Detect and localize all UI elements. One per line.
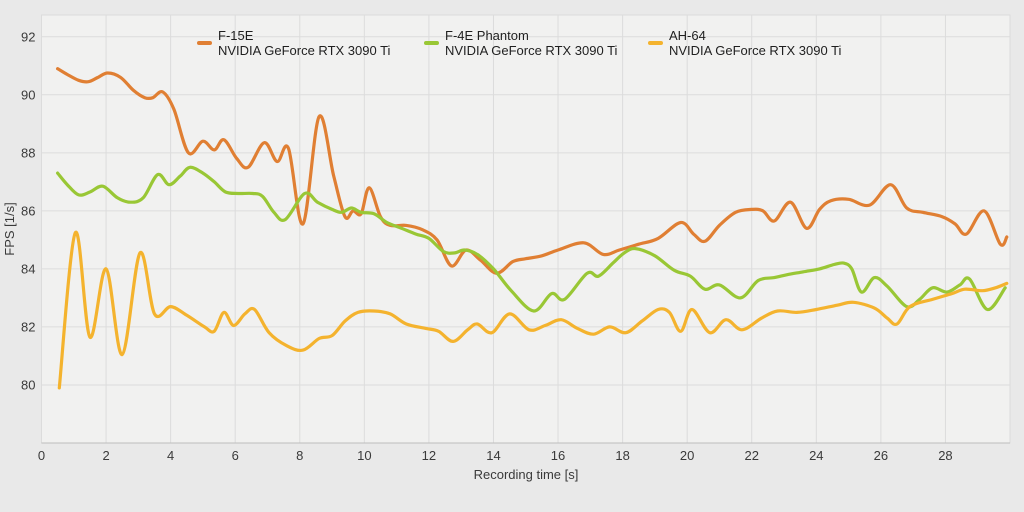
y-tick-label: 84 [21, 261, 35, 276]
x-tick-label: 26 [874, 448, 888, 463]
x-axis-title: Recording time [s] [474, 467, 579, 482]
x-tick-label: 8 [296, 448, 303, 463]
x-tick-label: 20 [680, 448, 694, 463]
x-tick-label: 16 [551, 448, 565, 463]
x-tick-label: 2 [102, 448, 109, 463]
y-tick-label: 80 [21, 377, 35, 392]
x-tick-label: 28 [938, 448, 952, 463]
x-tick-label: 22 [744, 448, 758, 463]
series-line-f-15e [56, 67, 1009, 275]
y-tick-label: 86 [21, 203, 35, 218]
x-tick-label: 18 [615, 448, 629, 463]
x-tick-label: 24 [809, 448, 823, 463]
x-tick-label: 12 [422, 448, 436, 463]
plot-area [41, 15, 1010, 443]
x-tick-label: 0 [38, 448, 45, 463]
y-tick-label: 82 [21, 319, 35, 334]
series-line-f-4e-phantom [56, 165, 1007, 313]
x-tick-label: 6 [232, 448, 239, 463]
x-tick-label: 4 [167, 448, 174, 463]
x-tick-label: 10 [357, 448, 371, 463]
y-tick-label: 90 [21, 87, 35, 102]
y-tick-label: 92 [21, 29, 35, 44]
series-line-ah-64 [57, 230, 1009, 390]
y-tick-label: 88 [21, 145, 35, 160]
x-tick-label: 14 [486, 448, 500, 463]
y-axis-title: FPS [1/s] [2, 202, 17, 255]
